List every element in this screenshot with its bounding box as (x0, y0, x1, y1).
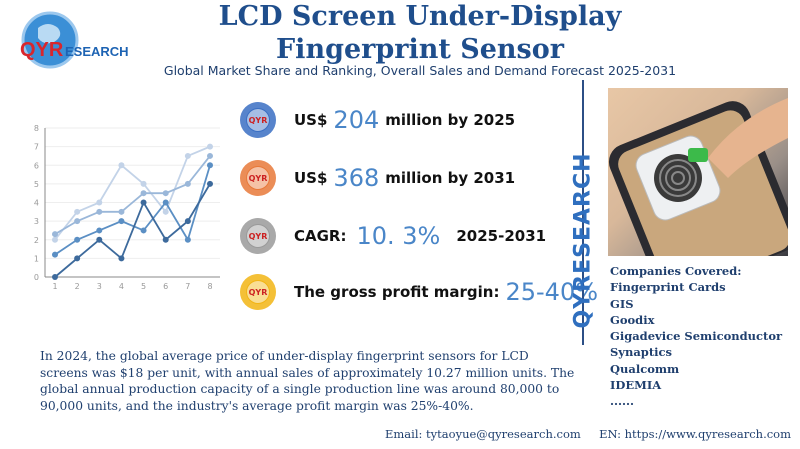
y-tick-label: 2 (34, 236, 39, 245)
web-label: EN: (599, 427, 621, 441)
stat-prefix: US$ (294, 111, 328, 129)
data-point (162, 208, 169, 215)
y-tick-label: 8 (34, 124, 39, 133)
divider (582, 80, 584, 345)
companies-heading: Companies Covered: (610, 264, 742, 278)
data-point (162, 236, 169, 243)
stat-margin: QYR The gross profit margin: 25-40% (240, 272, 604, 312)
stat-suffix: 2025-2031 (456, 227, 547, 245)
company-item: ...... (610, 394, 635, 409)
stat-value: 204 (333, 106, 380, 134)
companies-list: Companies Covered: Fingerprint Cards GIS… (610, 263, 782, 410)
stat-prefix: CAGR: (294, 227, 347, 245)
y-tick-label: 5 (34, 180, 39, 189)
y-tick-label: 4 (34, 199, 39, 208)
company-item: Goodix (610, 312, 655, 327)
data-point (52, 236, 58, 243)
data-point (162, 190, 169, 197)
data-point (52, 231, 58, 238)
stat-suffix: million by 2025 (385, 111, 516, 129)
qyr-badge-icon: QYR (240, 160, 276, 196)
y-tick-label: 6 (34, 161, 39, 170)
y-tick-label: 3 (34, 217, 39, 226)
y-tick-label: 0 (34, 273, 39, 282)
series-line-1 (54, 145, 211, 241)
data-point (118, 255, 125, 262)
stat-prefix: US$ (294, 169, 328, 187)
data-point (140, 180, 147, 187)
x-tick-label: 4 (119, 282, 124, 291)
data-point (52, 274, 58, 280)
data-point (207, 143, 213, 150)
stat-2025: QYR US$ 204 million by 2025 (240, 100, 515, 140)
data-point (96, 227, 103, 234)
y-tick-label: 1 (34, 254, 39, 263)
data-point (140, 227, 147, 234)
data-point (74, 208, 81, 215)
data-point (162, 199, 169, 206)
company-item: Qualcomm (610, 361, 680, 376)
data-point (140, 190, 147, 197)
stat-suffix: million by 2031 (385, 169, 516, 187)
x-tick-label: 1 (52, 282, 57, 291)
svg-text:ESEARCH: ESEARCH (65, 44, 129, 59)
data-point (184, 236, 191, 243)
svg-text:QYR: QYR (20, 39, 64, 61)
data-point (207, 180, 213, 187)
data-point (118, 162, 125, 169)
series-line-4 (54, 183, 211, 278)
data-point (74, 218, 81, 225)
qyr-badge-icon: QYR (240, 274, 276, 310)
x-tick-label: 2 (75, 282, 80, 291)
data-point (184, 180, 191, 187)
line-chart: 0 1 2 3 4 5 6 7 8 1 2 3 4 5 6 7 8 (34, 124, 220, 291)
vertical-brand: QYRESEARCH (570, 152, 596, 328)
stat-prefix: The gross profit margin: (294, 283, 500, 301)
fingerprint-phone-photo (608, 88, 788, 256)
data-point (96, 236, 103, 243)
company-item: Gigadevice Semiconductor (610, 329, 783, 344)
data-point (140, 199, 147, 206)
series-line-2 (54, 155, 211, 235)
description: In 2024, the global average price of und… (40, 349, 575, 413)
page-subtitle: Global Market Share and Ranking, Overall… (163, 63, 677, 78)
data-point (184, 218, 191, 225)
x-tick-label: 7 (185, 282, 190, 291)
stat-value: 368 (333, 164, 380, 192)
data-point (52, 251, 58, 258)
data-point (74, 255, 81, 262)
footer: Email: tytaoyue@qyresearch.com EN: https… (385, 427, 791, 441)
qyresearch-logo: QYR ESEARCH (18, 10, 143, 70)
x-tick-label: 3 (97, 282, 102, 291)
qyr-badge-icon: QYR (240, 102, 276, 138)
data-point (207, 152, 213, 159)
company-item: Fingerprint Cards (610, 280, 726, 295)
company-item: GIS (610, 296, 634, 311)
y-tick-label: 7 (34, 143, 39, 152)
x-tick-label: 8 (207, 282, 212, 291)
stat-cagr: QYR CAGR: 10. 3% 2025-2031 (240, 216, 546, 256)
qyr-badge-icon: QYR (240, 218, 276, 254)
series-line-3 (54, 164, 211, 256)
data-point (118, 218, 125, 225)
data-point (96, 199, 103, 206)
page-title: LCD Screen Under-Display Fingerprint Sen… (218, 1, 622, 65)
data-point (207, 162, 213, 169)
x-tick-label: 5 (141, 282, 146, 291)
email-link[interactable]: tytaoyue@qyresearch.com (426, 427, 581, 441)
company-item: Synaptics (610, 345, 672, 360)
data-point (184, 152, 191, 159)
email-label: Email: (385, 427, 423, 441)
x-tick-label: 6 (163, 282, 168, 291)
company-item: IDEMIA (610, 378, 662, 393)
data-point (96, 208, 103, 215)
stat-value: 10. 3% (356, 222, 441, 250)
website-link[interactable]: https://www.qyresearch.com (624, 427, 791, 441)
stat-2031: QYR US$ 368 million by 2031 (240, 158, 515, 198)
data-point (74, 236, 81, 243)
data-point (118, 208, 125, 215)
